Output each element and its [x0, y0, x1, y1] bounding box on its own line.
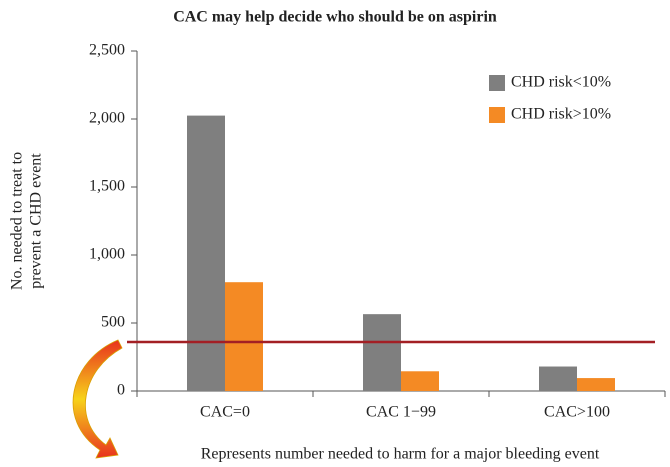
x-tick-label: CAC 1−99 [366, 404, 436, 421]
bar [187, 115, 225, 391]
y-tick-label: 2,000 [89, 110, 125, 127]
legend-label: CHD risk<10% [511, 74, 611, 91]
y-tick-label: 0 [117, 382, 125, 399]
bar [539, 366, 577, 391]
legend-label: CHD risk>10% [511, 106, 611, 123]
curved-arrow [72, 339, 123, 459]
y-axis-label: prevent a CHD event [28, 153, 45, 289]
y-tick-label: 1,000 [89, 246, 125, 263]
y-tick-label: 2,500 [89, 42, 125, 59]
x-tick-label: CAC=0 [200, 404, 250, 421]
x-tick-label: CAC>100 [544, 404, 610, 421]
chart-title: CAC may help decide who should be on asp… [173, 9, 497, 26]
legend-swatch [489, 107, 505, 123]
bar [577, 378, 615, 391]
y-tick-label: 1,500 [89, 178, 125, 195]
bar [401, 371, 439, 391]
y-tick-label: 500 [101, 314, 125, 331]
bar [363, 314, 401, 391]
reference-label: Represents number needed to harm for a m… [201, 446, 600, 463]
bar [225, 282, 263, 391]
y-axis-label: No. needed to treat to [9, 152, 26, 290]
legend-swatch [489, 75, 505, 91]
